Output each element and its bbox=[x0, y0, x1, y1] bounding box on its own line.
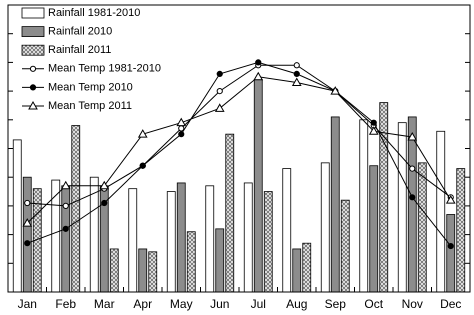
line-marker bbox=[178, 131, 185, 138]
line-marker bbox=[62, 202, 69, 209]
legend-label: Mean Temp 2010 bbox=[48, 81, 133, 93]
bar bbox=[282, 168, 292, 293]
legend-marker bbox=[29, 84, 37, 91]
bar bbox=[225, 133, 235, 293]
legend-label: Mean Temp 2011 bbox=[48, 100, 132, 112]
line-marker bbox=[101, 199, 108, 207]
line bbox=[26, 76, 452, 224]
line-marker bbox=[368, 126, 379, 135]
line-marker bbox=[293, 62, 300, 69]
x-tick-label: Dec bbox=[440, 297, 461, 311]
bar bbox=[446, 214, 456, 293]
bar bbox=[243, 182, 253, 293]
line-marker bbox=[330, 86, 341, 95]
line-marker bbox=[137, 129, 148, 138]
x-tick-label: Jul bbox=[251, 297, 266, 311]
bar bbox=[186, 231, 196, 293]
plot-frame bbox=[7, 4, 471, 293]
bar bbox=[397, 122, 407, 293]
bar bbox=[12, 139, 22, 293]
bar bbox=[456, 168, 466, 293]
line-marker bbox=[99, 180, 110, 190]
x-tick-label: Feb bbox=[55, 297, 76, 311]
bar bbox=[330, 116, 340, 293]
legend-label: Rainfall 2010 bbox=[48, 26, 112, 38]
bar bbox=[302, 242, 312, 293]
legend-marker bbox=[29, 65, 37, 72]
legend-swatch bbox=[21, 26, 45, 38]
line-marker bbox=[370, 119, 377, 126]
bar bbox=[379, 102, 389, 293]
bar bbox=[148, 251, 158, 293]
bar bbox=[166, 191, 176, 293]
line-marker bbox=[60, 180, 71, 190]
line-marker bbox=[24, 199, 31, 207]
bar bbox=[61, 185, 71, 293]
legend-label: Rainfall 2011 bbox=[48, 44, 111, 56]
legend-label: Rainfall 1981-2010 bbox=[48, 7, 140, 19]
line-marker bbox=[409, 194, 416, 201]
x-tick-label: Nov bbox=[402, 297, 423, 311]
x-tick-label: Sep bbox=[325, 297, 347, 311]
bar bbox=[417, 162, 427, 293]
x-tick-label: Jun bbox=[210, 297, 229, 311]
line-marker bbox=[293, 70, 300, 77]
x-tick-label: May bbox=[170, 297, 193, 311]
bar bbox=[138, 248, 148, 293]
line-marker bbox=[216, 70, 223, 77]
legend-swatch bbox=[21, 44, 45, 56]
legend-label: Mean Temp 1981-2010 bbox=[48, 63, 161, 75]
line-marker bbox=[445, 195, 456, 204]
x-tick-label: Apr bbox=[133, 297, 152, 311]
bar bbox=[320, 162, 330, 293]
line-marker bbox=[255, 59, 262, 66]
line-marker bbox=[214, 103, 225, 112]
bar bbox=[176, 182, 186, 293]
bar bbox=[292, 248, 302, 293]
bar bbox=[263, 191, 273, 293]
line-marker bbox=[24, 240, 31, 247]
line-marker bbox=[176, 117, 187, 127]
x-tick-label: Aug bbox=[286, 297, 307, 311]
line-marker bbox=[409, 165, 416, 172]
line bbox=[27, 61, 452, 247]
line-marker bbox=[139, 162, 146, 169]
x-tick-label: Jan bbox=[18, 297, 37, 311]
bar bbox=[128, 188, 138, 293]
bar bbox=[109, 248, 119, 293]
bar bbox=[51, 179, 61, 293]
line-marker bbox=[291, 77, 302, 86]
bar bbox=[359, 119, 369, 293]
bar bbox=[436, 130, 446, 293]
line-marker bbox=[62, 225, 69, 232]
bar bbox=[71, 125, 81, 293]
line-marker bbox=[178, 125, 185, 132]
line-marker bbox=[216, 88, 223, 95]
bar bbox=[253, 79, 263, 293]
line-marker bbox=[22, 218, 33, 227]
x-tick-label: Oct bbox=[364, 297, 383, 311]
line-marker bbox=[407, 132, 418, 141]
bar bbox=[369, 165, 379, 293]
line-marker bbox=[253, 71, 264, 81]
bar bbox=[215, 228, 225, 293]
line-marker bbox=[447, 242, 454, 250]
x-tick-label: Mar bbox=[94, 297, 115, 311]
legend-swatch bbox=[21, 7, 45, 19]
bar bbox=[22, 176, 32, 293]
bar bbox=[340, 199, 350, 293]
bar bbox=[205, 185, 215, 293]
bar bbox=[407, 116, 417, 293]
legend-marker bbox=[28, 100, 38, 110]
